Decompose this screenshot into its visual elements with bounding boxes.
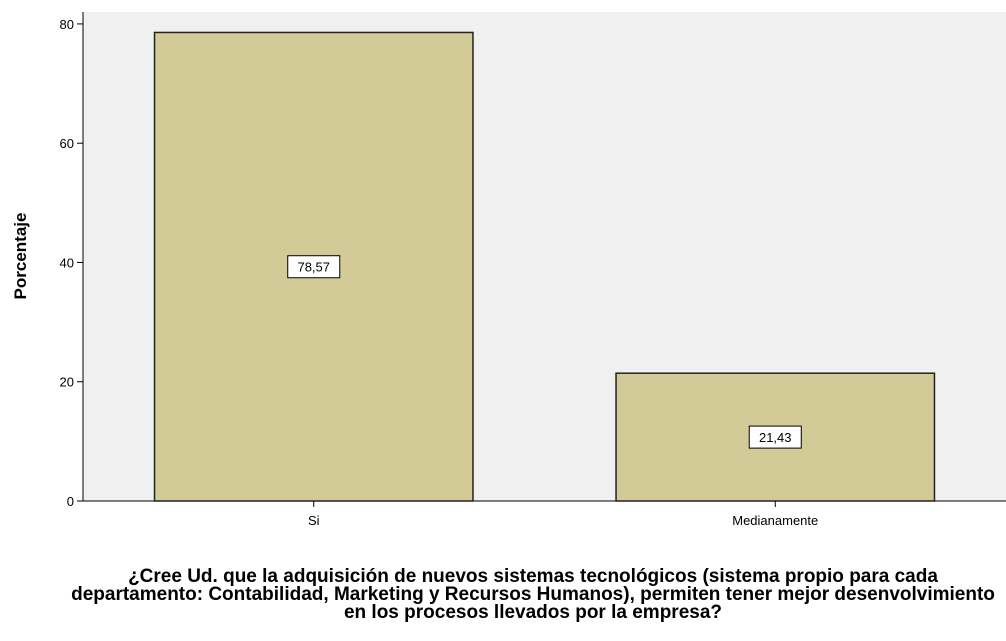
y-axis-label: Porcentaje xyxy=(11,213,30,300)
y-tick-label: 60 xyxy=(60,136,74,151)
x-tick-label: Medianamente xyxy=(732,513,818,528)
x-axis-label: ¿Cree Ud. que la adquisición de nuevos s… xyxy=(71,566,995,623)
y-ticks: 0 20 40 60 80 xyxy=(60,17,83,509)
y-axis: 0 20 40 60 80 xyxy=(60,12,84,509)
y-tick-label: 0 xyxy=(67,494,74,509)
y-tick-label: 80 xyxy=(60,17,74,32)
data-label-box xyxy=(287,255,341,279)
y-tick-label: 20 xyxy=(60,375,74,390)
y-tick-label: 40 xyxy=(60,255,74,270)
data-label: 78,57 xyxy=(297,260,330,275)
data-label: 21,43 xyxy=(759,430,792,445)
data-label-box xyxy=(748,425,802,449)
x-tick-label: Si xyxy=(308,513,320,528)
bars: Si 78,57 Medianamente 21,43 xyxy=(153,31,936,528)
